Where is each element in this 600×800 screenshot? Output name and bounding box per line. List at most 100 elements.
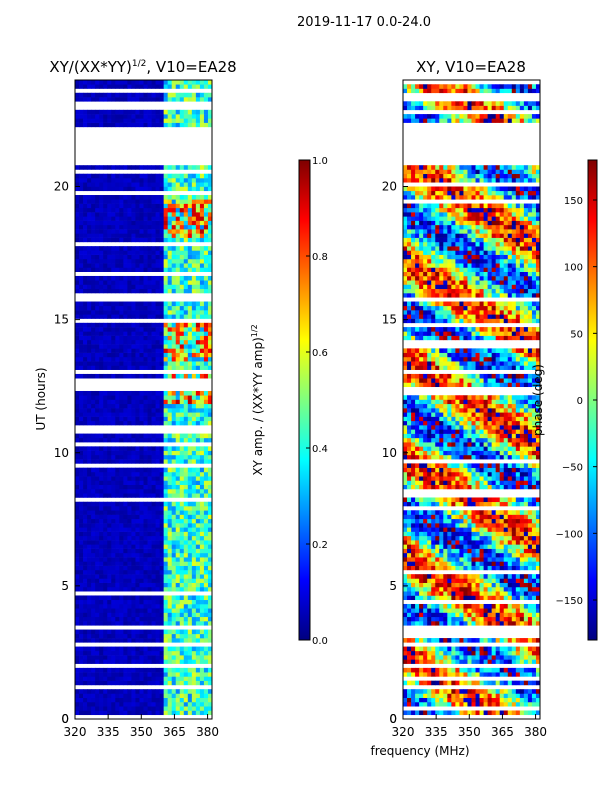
amp-heat-cell [119, 212, 124, 217]
amp-heat-cell [199, 693, 205, 698]
amp-heat-cell [143, 92, 148, 98]
amp-heat-cell [143, 612, 148, 618]
amp-heat-cell [103, 177, 108, 183]
amp-heat-cell [159, 267, 165, 272]
amp-heat-cell [99, 676, 104, 681]
amp-heat-cell [135, 416, 140, 422]
amp-heat-cell [143, 523, 148, 528]
amp-heat-cell [175, 578, 181, 583]
amp-heat-cell [183, 84, 189, 89]
amp-heat-cell [83, 454, 88, 460]
amp-heat-cell [95, 531, 100, 537]
phase-heat-cell [503, 552, 509, 558]
amp-heat-cell [95, 220, 100, 226]
phase-heat-cell [503, 672, 509, 677]
amp-heat-cell [83, 207, 88, 213]
amp-heat-cell [163, 608, 169, 613]
amp-heat-cell [123, 659, 128, 664]
amp-heat-cell [191, 540, 197, 545]
amp-heat-cell [179, 310, 185, 315]
phase-heat-cell [455, 582, 460, 588]
amp-heat-cell [91, 122, 96, 128]
amp-heat-cell [195, 689, 201, 694]
amp-heat-cell [191, 84, 197, 89]
amp-heat-cell [119, 224, 124, 230]
phase-heat-cell [531, 591, 537, 596]
amp-heat-cell [183, 288, 189, 294]
amp-heat-cell [135, 80, 140, 85]
amp-heat-cell [179, 339, 185, 345]
phase-heat-cell [535, 591, 541, 596]
amp-heat-cell [187, 574, 193, 579]
amp-heat-cell [91, 535, 96, 541]
phase-heat-cell [527, 621, 533, 626]
amp-heat-cell [147, 676, 152, 681]
amp-heat-cell [191, 258, 197, 264]
amp-heat-cell [147, 301, 152, 307]
amp-heat-cell [171, 446, 177, 451]
phase-heat-cell [531, 710, 537, 716]
amp-heat-cell [203, 207, 209, 213]
amp-heat-cell [147, 552, 152, 558]
amp-heat-cell [91, 331, 96, 336]
amp-heat-cell [151, 527, 156, 532]
phase-heat-cell [439, 655, 444, 660]
phase-heat-cell [451, 693, 456, 698]
amp-heat-cell [91, 557, 96, 562]
amp-heat-cell [131, 339, 136, 345]
amp-heat-cell [135, 361, 140, 366]
amp-heat-cell [127, 114, 132, 119]
phase-heat-cell [455, 616, 460, 622]
amp-heat-cell [207, 331, 213, 336]
amp-heat-cell [203, 565, 209, 571]
amp-heat-cell [175, 339, 181, 345]
amp-heat-cell [91, 450, 96, 456]
phase-heat-cell [463, 557, 468, 562]
amp-heat-cell [99, 544, 104, 549]
amp-heat-cell [115, 638, 120, 643]
amp-heat-cell [119, 565, 124, 571]
phase-heat-cell [515, 655, 521, 660]
amp-heat-cell [143, 586, 148, 592]
phase-heat-cell [443, 655, 448, 660]
amp-heat-cell [203, 220, 209, 226]
amp-heat-cell [203, 97, 209, 102]
amp-heat-cell [171, 250, 177, 255]
phase-heat-cell [495, 693, 501, 698]
amp-heat-cell [127, 199, 132, 204]
amp-heat-cell [127, 544, 132, 549]
amp-heat-cell [107, 254, 112, 260]
amp-heat-cell [183, 523, 189, 528]
amp-heat-cell [107, 280, 112, 285]
phase-heat-cell [439, 595, 444, 601]
amp-heat-cell [135, 561, 140, 566]
amp-heat-cell [139, 182, 144, 187]
amp-heat-cell [199, 327, 205, 332]
amp-heat-cell [155, 122, 161, 128]
amp-heat-cell [163, 403, 169, 409]
phase-heat-cell [403, 701, 408, 707]
phase-heat-cell [499, 697, 505, 703]
amp-heat-cell [95, 280, 100, 285]
amp-heat-cell [131, 480, 136, 485]
phase-heat-cell [507, 697, 513, 703]
amp-heat-cell [171, 118, 177, 123]
amp-heat-cell [99, 288, 104, 294]
amp-heat-cell [159, 480, 165, 485]
phase-heat-cell [483, 680, 489, 686]
phase-heat-cell [519, 591, 525, 596]
amp-heat-cell [179, 471, 185, 477]
phase-heat-cell [527, 680, 533, 686]
phase-heat-cell [439, 693, 444, 698]
amp-heat-cell [187, 569, 193, 575]
amp-heat-cell [163, 250, 169, 255]
amp-heat-cell [91, 84, 96, 89]
phase-heat-cell [491, 689, 497, 694]
amp-heat-cell [159, 122, 165, 128]
amp-heat-cell [171, 595, 177, 601]
amp-heat-cell [175, 633, 181, 639]
amp-heat-cell [83, 582, 88, 588]
amp-heat-cell [95, 676, 100, 681]
amp-heat-cell [171, 352, 177, 358]
amp-heat-cell [147, 603, 152, 609]
